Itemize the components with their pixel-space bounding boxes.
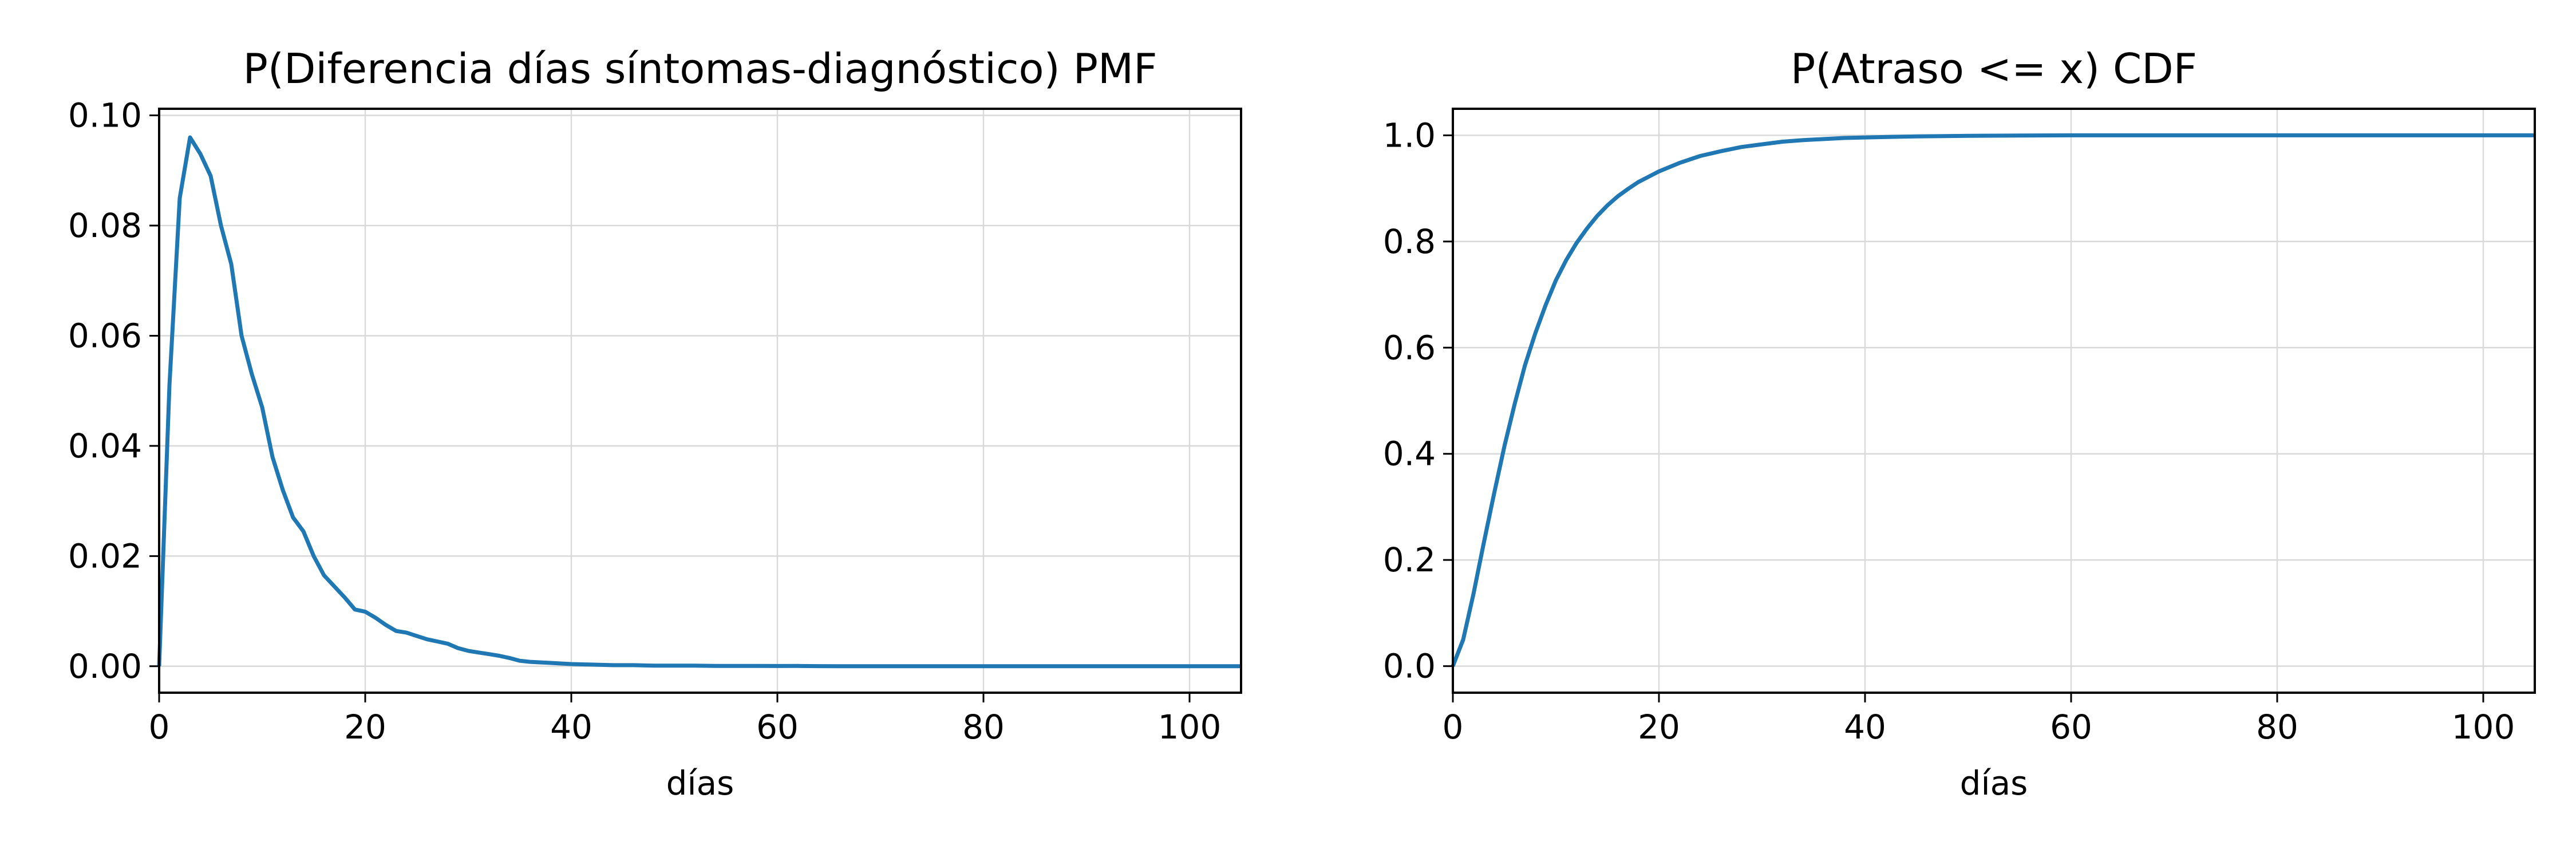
pmf-ticks: 0 20 40 60 80 100 0.00 0.02 0.04 0.06 0.08 0.10 xyxy=(68,96,1222,747)
cdf-x-tick-label-1: 20 xyxy=(1638,708,1680,747)
pmf-x-axis-label: días xyxy=(666,764,734,803)
pmf-x-tick-label-0: 0 xyxy=(149,708,170,747)
pmf-axes-frame xyxy=(158,108,1242,694)
pmf-x-tick-label-4: 80 xyxy=(962,708,1005,747)
cdf-grid xyxy=(1452,109,2535,693)
pmf-x-tick-label-3: 60 xyxy=(756,708,799,747)
pmf-y-tick-label-1: 0.02 xyxy=(68,536,142,575)
cdf-x-tick-label-2: 40 xyxy=(1844,708,1886,747)
pmf-x-tick-label-1: 20 xyxy=(344,708,386,747)
cdf-x-tick-label-4: 80 xyxy=(2256,708,2298,747)
cdf-ticks: 0 20 40 60 80 100 0.0 0.2 0.4 0.6 0.8 1.0 xyxy=(1383,116,2515,747)
cdf-y-tick-label-0: 0.0 xyxy=(1383,647,1436,686)
pmf-grid xyxy=(158,109,1241,693)
cdf-y-tick-label-1: 0.2 xyxy=(1383,540,1436,579)
cdf-y-tick-label-5: 1.0 xyxy=(1383,116,1436,155)
pmf-x-tick-label-5: 100 xyxy=(1158,708,1222,747)
pmf-x-tick-label-2: 40 xyxy=(550,708,592,747)
cdf-panel: 0 20 40 60 80 100 0.0 0.2 0.4 0.6 0.8 1.0 P(Atraso … xyxy=(1383,45,2536,803)
cdf-title: P(Atraso <= x) CDF xyxy=(1791,45,2197,93)
pmf-line xyxy=(157,135,1241,669)
cdf-axes-frame xyxy=(1452,108,2536,694)
cdf-x-tick-label-0: 0 xyxy=(1443,708,1464,747)
pmf-panel: 0 20 40 60 80 100 0.00 0.02 0.04 0.06 0.08 0.10 P(D… xyxy=(68,45,1242,803)
cdf-y-tick-label-2: 0.4 xyxy=(1383,435,1436,473)
pmf-y-tick-label-2: 0.04 xyxy=(68,426,142,465)
cdf-x-tick-label-5: 100 xyxy=(2452,708,2515,747)
pmf-y-tick-label-0: 0.00 xyxy=(68,647,142,686)
cdf-line xyxy=(1451,133,2535,667)
pmf-y-tick-label-4: 0.08 xyxy=(68,206,142,245)
cdf-y-tick-label-4: 0.8 xyxy=(1383,222,1436,261)
pmf-y-tick-label-5: 0.10 xyxy=(68,96,142,135)
cdf-y-tick-label-3: 0.6 xyxy=(1383,328,1436,367)
cdf-x-tick-label-3: 60 xyxy=(2050,708,2092,747)
pmf-title: P(Diferencia días síntomas-diagnóstico) … xyxy=(243,45,1157,93)
cdf-x-axis-label: días xyxy=(1960,764,2028,803)
pmf-y-tick-label-3: 0.06 xyxy=(68,316,142,355)
